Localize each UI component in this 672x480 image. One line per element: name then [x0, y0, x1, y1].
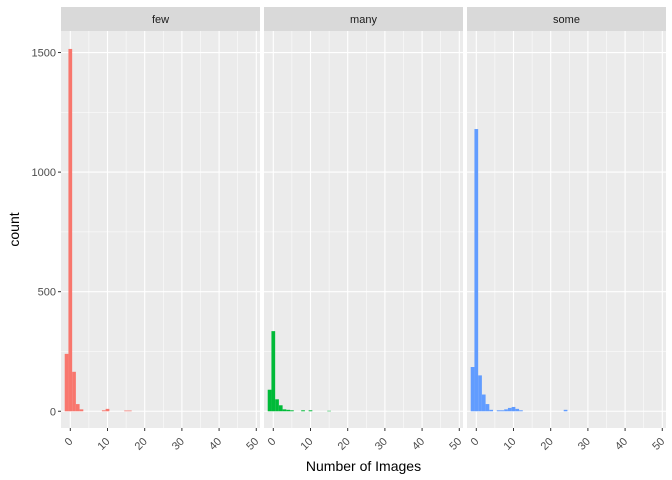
facet-strip-label: some	[553, 14, 580, 26]
y-tick-label: 1000	[32, 167, 56, 179]
facet-strip	[61, 7, 260, 31]
panel-background	[61, 31, 260, 428]
x-tick-label: 10	[95, 436, 112, 453]
histogram-bar	[68, 48, 73, 412]
x-tick-label: 20	[539, 436, 556, 453]
histogram-bar	[511, 406, 516, 412]
panels-layer: few 0 10 20 30 40 50 many 0 10 20 30 40 50 some 0 10 20 30…	[61, 7, 667, 453]
histogram-bar	[489, 409, 494, 412]
histogram-bar	[275, 399, 279, 412]
histogram-bar	[271, 331, 276, 412]
x-tick-label: 30	[373, 436, 390, 453]
histogram-bar	[290, 410, 294, 412]
x-tick-label: 20	[133, 436, 150, 453]
x-tick-label: 50	[650, 436, 667, 453]
facet-strip-label: many	[350, 14, 377, 26]
x-tick-label: 40	[207, 436, 224, 453]
histogram-bar	[124, 410, 128, 412]
x-tick-label: 20	[336, 436, 353, 453]
x-axis-title: Number of Images	[306, 458, 421, 474]
x-tick-label: 30	[170, 436, 187, 453]
histogram-bar	[79, 409, 84, 412]
x-tick-label: 30	[576, 436, 593, 453]
histogram-bar	[507, 407, 512, 412]
histogram-bar	[474, 129, 479, 412]
histogram-bar	[127, 410, 132, 412]
y-axis: 0 500 1000 1500	[32, 48, 61, 418]
histogram-bar	[500, 410, 505, 412]
panel-few: few 0 10 20 30 40 50	[61, 7, 261, 453]
histogram-bar	[72, 371, 76, 412]
y-tick-label: 1500	[32, 48, 56, 60]
histogram-bar	[563, 409, 568, 412]
y-tick-label: 500	[38, 287, 56, 299]
histogram-bar	[278, 405, 283, 412]
histogram-bar	[470, 367, 475, 412]
x-tick-label: 50	[447, 436, 464, 453]
y-tick-label: 0	[50, 406, 56, 418]
x-tick-label: 0	[266, 436, 279, 449]
histogram-bar	[485, 404, 490, 412]
histogram-bar	[481, 394, 486, 412]
x-tick-label: 0	[63, 436, 76, 449]
panel-many: many 0 10 20 30 40 50	[264, 7, 464, 453]
histogram-bar	[478, 375, 482, 412]
histogram-bar	[327, 410, 331, 412]
histogram-bar	[75, 404, 80, 412]
histogram-bar	[286, 409, 291, 412]
x-tick-label: 50	[244, 436, 261, 453]
histogram-bar	[519, 410, 523, 412]
histogram-bar	[504, 409, 508, 412]
histogram-bar	[515, 408, 520, 412]
facet-strip	[264, 7, 463, 31]
panel-background	[264, 31, 463, 428]
histogram-bar	[267, 389, 272, 412]
panel-background	[467, 31, 666, 428]
x-tick-label: 40	[613, 436, 630, 453]
facet-strip-label: few	[152, 14, 169, 26]
histogram-bar	[282, 409, 287, 412]
x-tick-label: 0	[469, 436, 482, 449]
panel-some: some 0 10 20 30 40 50	[467, 7, 667, 453]
facet-strip	[467, 7, 666, 31]
x-tick-label: 40	[410, 436, 427, 453]
histogram-bar	[101, 410, 106, 412]
x-tick-label: 10	[501, 436, 518, 453]
histogram-bar	[308, 410, 313, 412]
histogram-bar	[301, 410, 305, 412]
histogram-bar	[105, 408, 110, 412]
x-tick-label: 10	[298, 436, 315, 453]
histogram-bar	[496, 410, 501, 412]
y-axis-title: count	[6, 212, 22, 246]
histogram-bar	[64, 353, 69, 412]
